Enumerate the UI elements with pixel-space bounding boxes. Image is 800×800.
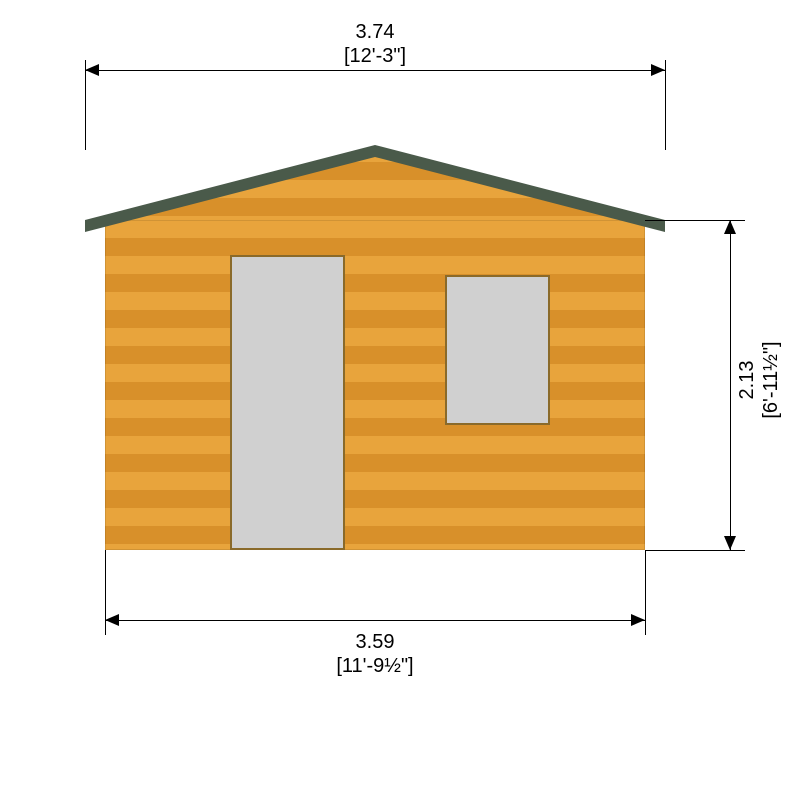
- dim-right-arrow-bottom: [724, 536, 736, 550]
- dim-bottom-arrow-right: [631, 614, 645, 626]
- dim-top-arrow-right: [651, 64, 665, 76]
- dim-right-imperial: [6'-11½"]: [759, 320, 783, 440]
- dim-top-imperial: [12'-3"]: [300, 44, 450, 68]
- dim-bottom-line: [105, 620, 645, 621]
- door-opening: [230, 255, 345, 550]
- dim-bottom-text: 3.59 [11'-9½"]: [300, 630, 450, 678]
- cabin-gable: [0, 0, 800, 800]
- dim-right-metric: 2.13: [735, 320, 759, 440]
- dim-right-ext-bottom: [645, 550, 745, 551]
- dim-top-text: 3.74 [12'-3"]: [300, 20, 450, 68]
- dim-right-line: [730, 220, 731, 550]
- dim-right-arrow-top: [724, 220, 736, 234]
- window-opening: [445, 275, 550, 425]
- dim-right-text: 2.13 [6'-11½"]: [735, 320, 783, 440]
- drawing-canvas: 3.74 [12'-3"] 2.13 [6'-11½"] 3.59 [11'-9…: [0, 0, 800, 800]
- dim-bottom-arrow-left: [105, 614, 119, 626]
- dim-top-line: [85, 70, 665, 71]
- dim-top-ext-right: [665, 60, 666, 150]
- dim-bottom-metric: 3.59: [300, 630, 450, 654]
- dim-top-arrow-left: [85, 64, 99, 76]
- dim-bottom-ext-right: [645, 550, 646, 635]
- dim-bottom-imperial: [11'-9½"]: [300, 654, 450, 678]
- dim-top-metric: 3.74: [300, 20, 450, 44]
